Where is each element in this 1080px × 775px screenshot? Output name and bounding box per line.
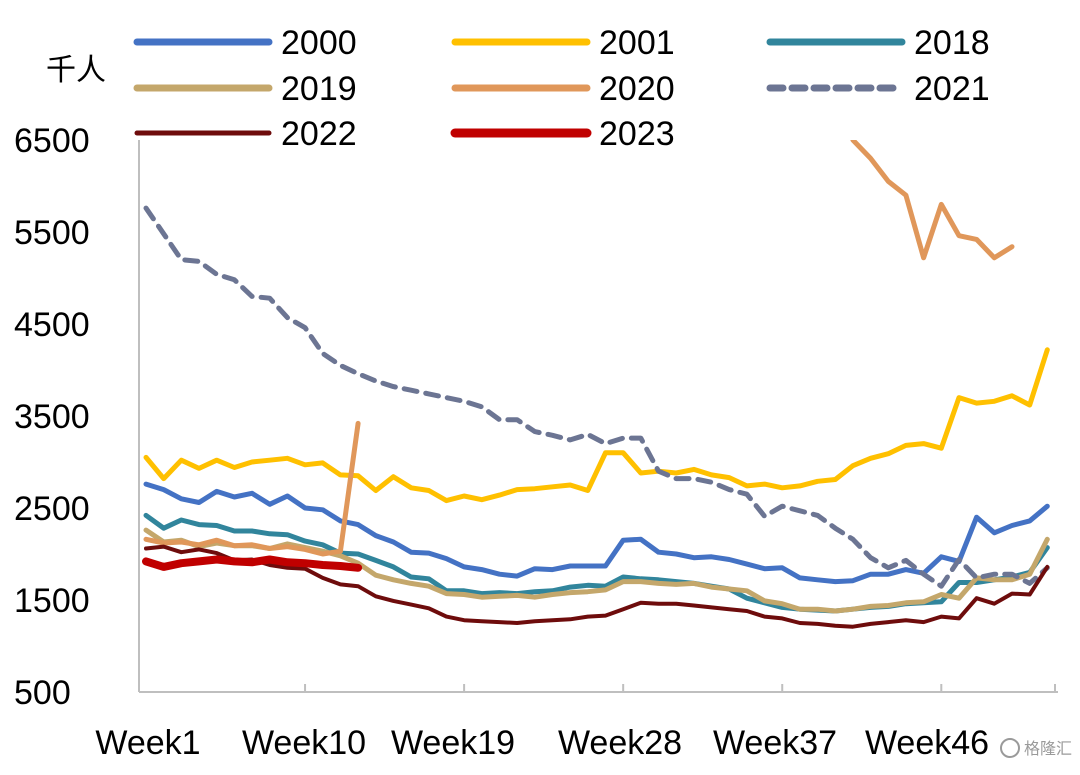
legend-item-2021: 2021 <box>766 70 990 108</box>
x-tick-label-week28: Week28 <box>558 724 682 762</box>
y-tick-label-2500: 2500 <box>14 490 90 528</box>
legend-label-2020: 2020 <box>599 70 675 108</box>
y-tick-label-1500: 1500 <box>14 582 90 620</box>
legend-label-2018: 2018 <box>914 24 990 62</box>
y-axis: 500 1500 2500 3500 4500 5500 6500 <box>14 122 140 712</box>
series-line-2001 <box>143 347 1050 504</box>
series-line-2020 <box>143 140 1015 557</box>
y-tick-label-6500: 6500 <box>14 122 90 160</box>
x-tick-label-week19: Week19 <box>391 724 515 762</box>
watermark: 格隆汇 <box>1000 738 1072 758</box>
legend-label-2001: 2001 <box>599 24 675 62</box>
legend-label-2019: 2019 <box>281 70 357 108</box>
watermark-logo-icon <box>1000 738 1020 758</box>
watermark-text: 格隆汇 <box>1024 739 1072 758</box>
series-line-2023 <box>142 555 363 572</box>
legend: 2000 2001 2018 2019 2020 2021 2022 2023 <box>133 24 990 153</box>
legend-item-2023: 2023 <box>450 115 675 153</box>
series-line-2021 <box>143 205 1050 589</box>
x-axis: Week1 Week10 Week19 Week28 Week37 Week46 <box>95 684 1058 762</box>
series-layer <box>142 140 1050 629</box>
series-line-2022 <box>144 544 1050 629</box>
legend-item-2018: 2018 <box>766 24 990 62</box>
y-tick-label-4500: 4500 <box>14 306 90 344</box>
x-tick-label-week37: Week37 <box>713 724 837 762</box>
series-line-2000 <box>143 481 1050 585</box>
legend-label-2000: 2000 <box>281 24 357 62</box>
legend-label-2021: 2021 <box>914 70 990 108</box>
x-tick-label-week46: Week46 <box>865 724 989 762</box>
legend-item-2022: 2022 <box>134 115 357 153</box>
legend-item-2019: 2019 <box>133 70 357 108</box>
y-tick-label-500: 500 <box>14 674 71 712</box>
x-tick-label-week10: Week10 <box>242 724 366 762</box>
legend-item-2001: 2001 <box>451 24 675 62</box>
y-tick-label-3500: 3500 <box>14 398 90 436</box>
legend-item-2020: 2020 <box>451 70 675 108</box>
legend-label-2022: 2022 <box>281 115 357 153</box>
legend-item-2000: 2000 <box>133 24 357 62</box>
legend-label-2023: 2023 <box>599 115 675 153</box>
x-tick-label-week1: Week1 <box>95 724 200 762</box>
y-tick-label-5500: 5500 <box>14 214 90 252</box>
y-axis-unit-label: 千人 <box>46 53 106 88</box>
